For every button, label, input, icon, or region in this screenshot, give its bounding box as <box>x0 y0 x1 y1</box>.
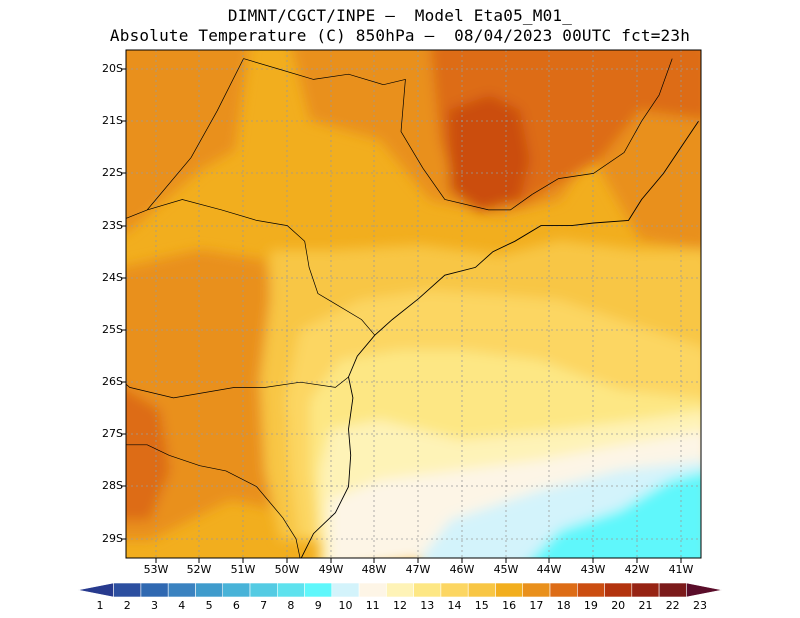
field-19 <box>448 95 530 212</box>
colorbar-label: 17 <box>529 599 544 612</box>
colorbar-swatch <box>386 582 414 598</box>
lon-label: 53W <box>143 563 169 576</box>
colorbar-swatch <box>140 582 169 598</box>
colorbar-label: 23 <box>693 599 707 612</box>
colorbar-label: 8 <box>287 599 295 612</box>
lon-label: 47W <box>405 563 431 576</box>
colorbar-label: 2 <box>123 599 131 612</box>
colorbar-label: 16 <box>502 599 517 612</box>
lat-label: 26S <box>102 375 123 388</box>
colorbar-swatch <box>358 582 387 598</box>
chart-title-line1: DIMNT/CGCT/INPE – Model Eta05_M01_ <box>227 6 573 25</box>
lon-label: 42W <box>624 563 650 576</box>
state-border-ms-pr <box>126 209 148 219</box>
lat-label: 20S <box>102 62 123 75</box>
lat-label: 29S <box>102 532 123 545</box>
colorbar-label: 15 <box>474 599 489 612</box>
colorbar-label: 14 <box>447 599 462 612</box>
lat-label: 24S <box>102 271 123 284</box>
axis-ticks <box>121 68 682 563</box>
colorbar-label: 3 <box>151 599 158 612</box>
colorbar-swatch <box>522 582 551 598</box>
colorbar-swatch <box>631 582 660 598</box>
colorbar-label: 19 <box>583 599 598 612</box>
colorbar-swatch <box>167 582 196 598</box>
lon-label: 50W <box>274 563 300 576</box>
lon-label: 52W <box>186 563 212 576</box>
colorbar-swatch <box>576 582 605 598</box>
colorbar-swatch <box>331 582 360 598</box>
field-18-sw <box>126 389 170 520</box>
colorbar-swatch <box>222 582 251 598</box>
lat-label: 23S <box>102 219 123 232</box>
colorbar-swatch <box>658 582 687 598</box>
lon-label: 48W <box>361 563 387 576</box>
colorbar-label: 10 <box>338 599 353 612</box>
colorbar-label: 12 <box>393 599 407 612</box>
field-11 <box>330 431 701 558</box>
lat-label: 27S <box>102 427 123 440</box>
state-border-ms-sp <box>146 58 244 211</box>
field-17-nw <box>126 50 249 232</box>
colorbar-swatch <box>549 582 578 598</box>
lat-label: 22S <box>102 166 123 179</box>
state-border-mg-sp <box>243 58 533 211</box>
colorbar-swatch <box>413 582 442 598</box>
colorbar-swatch <box>440 582 469 598</box>
state-border-mg-rj <box>532 58 673 195</box>
lon-label: 43W <box>580 563 606 576</box>
lon-label: 41W <box>668 563 694 576</box>
colorbar-swatch <box>604 582 633 598</box>
lon-label: 49W <box>318 563 344 576</box>
colorbar-swatch <box>467 582 496 598</box>
colorbar-label: 5 <box>205 599 213 612</box>
lon-label: 45W <box>493 563 519 576</box>
state-border-pr-sc <box>126 376 349 399</box>
colorbar-label: 1 <box>96 599 104 612</box>
lat-label: 25S <box>102 323 123 336</box>
lat-label: 28S <box>102 479 123 492</box>
colorbar-label: 22 <box>665 599 680 612</box>
lon-label: 46W <box>449 563 475 576</box>
lon-label: 44W <box>536 563 562 576</box>
colorbar-swatch <box>495 582 524 598</box>
coastline-layer <box>126 58 699 558</box>
colorbar-swatch <box>249 582 278 598</box>
colorbar-swatch <box>276 582 305 598</box>
temperature-field <box>126 50 701 558</box>
colorbar-swatch <box>304 582 333 598</box>
chart-title-line2: Absolute Temperature (C) 850hPa – 08/04/… <box>109 26 691 45</box>
colorbar-label: 7 <box>260 599 268 612</box>
colorbar-swatch <box>686 582 723 598</box>
colorbar-swatch <box>113 582 142 598</box>
plot-frame <box>125 49 702 559</box>
colorbar-label: 18 <box>556 599 571 612</box>
state-border-sp-pr <box>147 199 376 336</box>
colorbar <box>77 582 723 598</box>
brazil-coastline <box>300 120 699 558</box>
colorbar-label: 4 <box>178 599 186 612</box>
colorbar-swatch <box>77 582 114 598</box>
colorbar-label: 6 <box>232 599 240 612</box>
colorbar-label: 11 <box>365 599 380 612</box>
lat-label: 21S <box>102 114 123 127</box>
graticule <box>126 50 701 558</box>
colorbar-swatch <box>195 582 224 598</box>
colorbar-label: 21 <box>638 599 653 612</box>
field-9 <box>532 472 701 558</box>
state-border-sc-rs <box>126 444 301 558</box>
colorbar-label: 13 <box>420 599 435 612</box>
lon-label: 51W <box>230 563 256 576</box>
colorbar-label: 20 <box>611 599 626 612</box>
colorbar-label: 9 <box>314 599 322 612</box>
